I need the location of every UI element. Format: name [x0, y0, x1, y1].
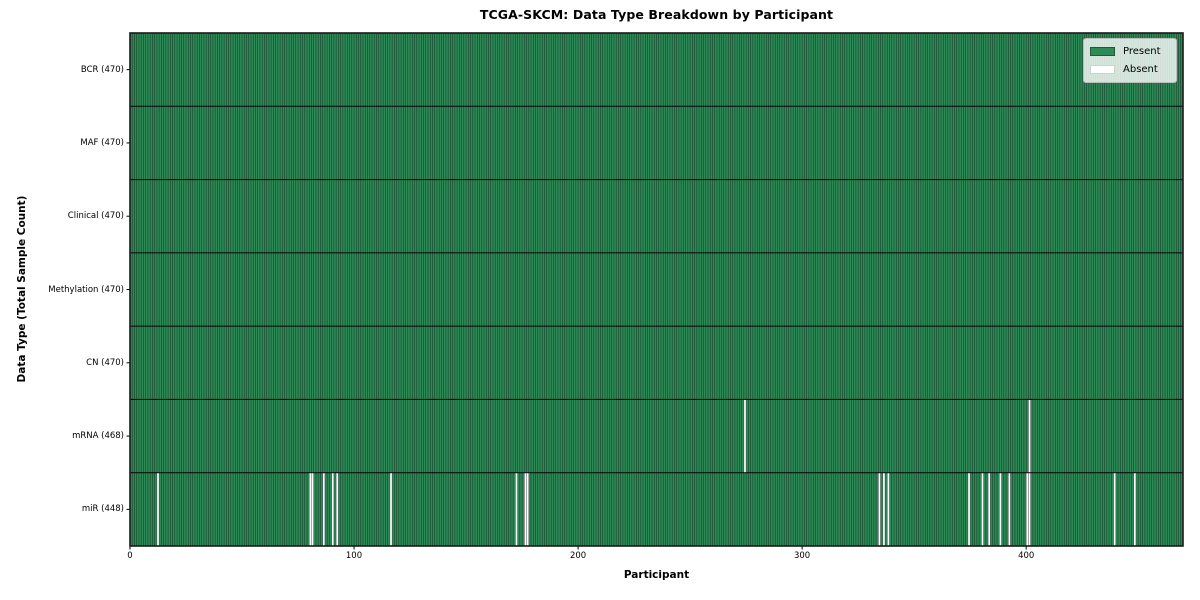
x-tick-label: 300: [793, 551, 811, 561]
absent-cell: [336, 472, 339, 546]
absent-cell: [515, 472, 518, 546]
absent-cell: [743, 399, 747, 473]
absent-cell: [322, 472, 325, 546]
legend-label-present: Present: [1123, 46, 1161, 57]
absent-cell: [999, 472, 1002, 546]
absent-cell: [526, 472, 529, 546]
x-tick-label: 100: [345, 551, 363, 561]
absent-cell: [524, 472, 527, 546]
x-tick-label: 200: [569, 551, 587, 561]
y-tick-label: miR (448): [81, 504, 124, 515]
absent-cell: [1028, 399, 1031, 473]
y-tick-label: mRNA (468): [72, 431, 124, 442]
absent-cell: [878, 472, 881, 546]
legend-entry-present: Present: [1090, 46, 1176, 57]
absent-cell: [389, 472, 393, 546]
absent-swatch-icon: [1090, 64, 1115, 75]
legend-label-absent: Absent: [1123, 64, 1158, 75]
y-tick-label: CN (470): [86, 357, 124, 368]
plot-frame: [129, 32, 1184, 547]
y-tick-label: Clinical (470): [67, 211, 124, 222]
absent-cell: [1026, 472, 1029, 546]
absent-cell: [1028, 472, 1031, 546]
absent-cell: [1113, 472, 1116, 546]
legend-entry-absent: Absent: [1090, 64, 1176, 75]
x-axis-label: Participant: [623, 569, 690, 581]
absent-cell: [981, 472, 984, 546]
y-tick-label: Methylation (470): [48, 284, 124, 295]
absent-cell: [887, 472, 890, 546]
absent-cell: [1133, 472, 1136, 546]
absent-cell: [1008, 472, 1011, 546]
absent-cell: [311, 472, 314, 546]
absent-cell: [882, 472, 886, 546]
row-divider-lines: [130, 105, 1183, 474]
absent-cell: [331, 472, 334, 546]
x-tick-label: 400: [1018, 551, 1035, 561]
x-tick-label: 0: [127, 551, 133, 561]
present-swatch-icon: [1090, 46, 1115, 57]
y-tick-label: BCR (470): [80, 64, 124, 75]
absent-cell: [967, 472, 971, 546]
chart-title: TCGA-SKCM: Data Type Breakdown by Partic…: [479, 7, 834, 22]
absent-cell: [309, 472, 312, 546]
absent-cell: [156, 472, 160, 546]
cell-grid-lines: [129, 33, 1184, 546]
absent-cell: [988, 472, 991, 546]
legend: Present Absent: [1083, 38, 1177, 83]
y-tick-label: MAF (470): [80, 137, 124, 148]
